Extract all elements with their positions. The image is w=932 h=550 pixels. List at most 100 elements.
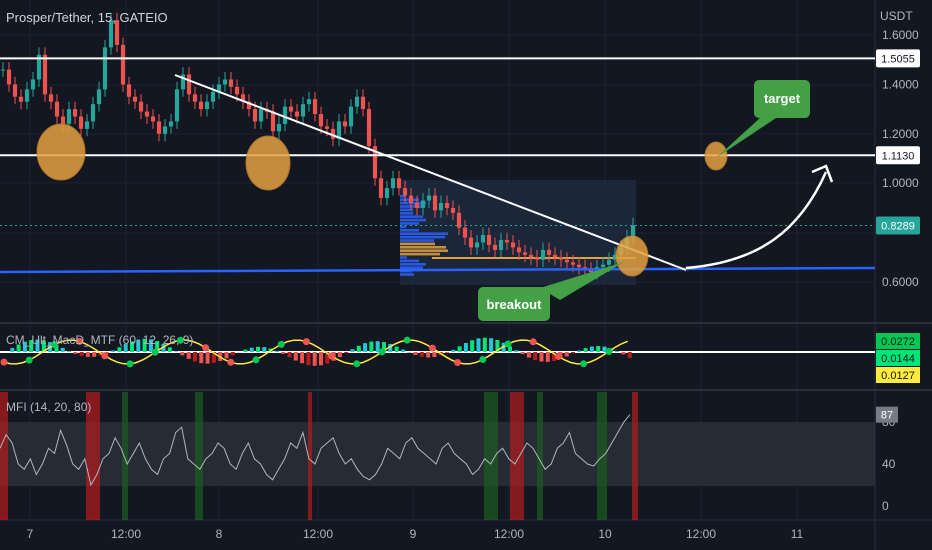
macd-histogram-bar (79, 352, 84, 356)
price-candle (204, 101, 210, 110)
macd-histogram-bar (363, 343, 368, 352)
mfi-highlight (0, 392, 8, 520)
macd-histogram-bar (199, 352, 204, 364)
mfi-highlights (0, 392, 638, 520)
macd-cross-dot (227, 358, 235, 366)
macd-histogram-bar (205, 352, 210, 364)
mfi-label: MFI (14, 20, 80) (6, 400, 92, 414)
macd-histogram-bar (394, 346, 399, 352)
price-candle (360, 96, 366, 110)
macd-histogram-bar (577, 350, 582, 352)
macd-histogram-bar (596, 346, 601, 352)
price-candle (456, 212, 462, 228)
price-tag (876, 49, 920, 68)
price-candle (588, 269, 594, 273)
volume-profile-bar (400, 215, 423, 218)
macd-histogram-bar (148, 339, 153, 352)
macd-histogram-bar (375, 341, 380, 352)
price-candle (162, 126, 168, 134)
price-candle (600, 264, 606, 268)
macd-cross-dot (378, 348, 386, 356)
macd-cross-dot (580, 360, 588, 368)
price-candle (18, 96, 24, 102)
price-candle (42, 54, 48, 95)
price-candle (540, 249, 546, 260)
target-callout (754, 80, 810, 118)
price-candle (354, 96, 360, 107)
price-candle (48, 94, 54, 102)
volume-profile-bar (400, 201, 426, 205)
macd-histogram-bar (457, 346, 462, 352)
macd-cross-dot (605, 347, 613, 355)
price-candle (168, 121, 174, 127)
currency-label: USDT (880, 9, 913, 23)
macd-cross-dot (277, 340, 285, 348)
chart-title: Prosper/Tether, 15, GATEIO (6, 10, 168, 25)
macd-histogram-bar (67, 351, 71, 352)
price-candle (78, 116, 84, 129)
price-candle (324, 126, 330, 129)
price-candle (402, 188, 408, 196)
mfi-tag-label: 87 (881, 410, 893, 422)
macd-cross-dot (353, 360, 361, 368)
macd-histogram-bar (306, 352, 311, 366)
mfi-highlight (308, 392, 312, 520)
macd-histogram-bar (445, 352, 449, 353)
volume-profile-bar (400, 242, 435, 246)
price-candle (516, 247, 522, 253)
price-candle (270, 111, 276, 132)
macd-histogram-bar (104, 352, 109, 354)
price-candle (480, 235, 486, 243)
price-candle (150, 116, 156, 122)
price-candle (132, 96, 138, 102)
mfi-tick-label: 0 (882, 499, 889, 513)
price-candle (306, 99, 312, 105)
volume-profile-bar (400, 212, 413, 215)
price-candle (72, 109, 78, 117)
breakout-callout-pointer (540, 262, 624, 300)
macd-tag-label: 0.0272 (881, 336, 915, 348)
macd-histogram-bar (325, 352, 330, 364)
macd-histogram-bar (482, 337, 487, 352)
mfi-line (0, 414, 631, 487)
macd-histogram-bar (211, 352, 216, 363)
macd-cross-dot (50, 341, 58, 349)
price-candle (120, 44, 126, 85)
macd-cross-dot (529, 338, 537, 346)
volume-profile-bar (400, 225, 406, 229)
macd-histogram-bar (526, 352, 531, 358)
macd-histogram-bar (180, 352, 185, 356)
price-candle (420, 200, 426, 208)
macd-cross-dot (252, 356, 260, 364)
price-candle (276, 123, 282, 132)
macd-histogram-bar (256, 346, 260, 352)
macd-histogram-bar (193, 352, 197, 362)
projection-arrow (685, 171, 828, 270)
macd-tag-label: 0.0127 (881, 370, 915, 382)
volume-profile-bar (400, 208, 413, 212)
price-candle (222, 79, 228, 85)
time-tick-label: 12:00 (494, 527, 524, 541)
macd-histogram-bar (293, 352, 298, 361)
price-candle (90, 104, 96, 122)
price-candle (108, 20, 114, 48)
macd-histogram-bar (602, 346, 607, 352)
macd-cross-dot (176, 336, 184, 344)
volume-profile-bar (400, 273, 414, 276)
macd-histogram-bar (407, 352, 412, 353)
macd-histogram-bar (123, 344, 128, 352)
macd-histogram-bar (274, 350, 279, 352)
price-candle (156, 121, 162, 134)
price-candle (54, 101, 60, 117)
macd-tag (876, 350, 920, 366)
macd-histogram-bar (571, 352, 575, 354)
highlight-circle (245, 135, 291, 191)
macd-histogram-bar (419, 352, 424, 357)
price-candle (408, 195, 414, 203)
price-candle (6, 69, 12, 85)
volume-profile-bar (400, 252, 440, 256)
price-candle (432, 195, 438, 211)
macd-histogram-bar (174, 351, 179, 352)
macd-signal-line (3, 339, 628, 365)
